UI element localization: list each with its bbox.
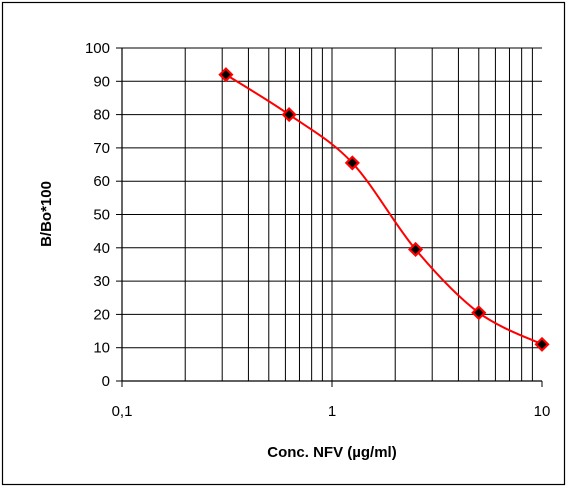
data-point — [471, 305, 487, 321]
tick-labels: 0 10 20 30 40 50 60 70 80 90 100 0,1 1 10 — [85, 40, 550, 420]
x-tick-label: 0,1 — [112, 403, 133, 420]
data-point — [281, 107, 297, 123]
x-axis-title: Conc. NFV (µg/ml) — [267, 444, 396, 461]
data-point — [534, 336, 550, 352]
y-tick-label: 60 — [93, 173, 110, 190]
y-tick-label: 10 — [93, 340, 110, 357]
y-tick-label: 30 — [93, 273, 110, 290]
series-layer — [218, 67, 550, 352]
x-tick-label: 1 — [328, 403, 336, 420]
y-tick-label: 70 — [93, 140, 110, 157]
data-point — [218, 67, 234, 83]
data-point — [344, 155, 360, 171]
y-tick-label: 80 — [93, 107, 110, 124]
y-tick-label: 40 — [93, 240, 110, 257]
grid — [122, 47, 542, 381]
y-tick-label: 90 — [93, 73, 110, 90]
axes — [116, 47, 543, 387]
y-tick-label: 50 — [93, 207, 110, 224]
y-axis-title: B/Bo*100 — [38, 181, 55, 247]
data-point — [408, 241, 424, 258]
y-tick-label: 100 — [85, 40, 110, 57]
y-tick-label: 0 — [102, 373, 110, 390]
x-tick-label: 10 — [534, 403, 551, 420]
y-tick-label: 20 — [93, 306, 110, 323]
